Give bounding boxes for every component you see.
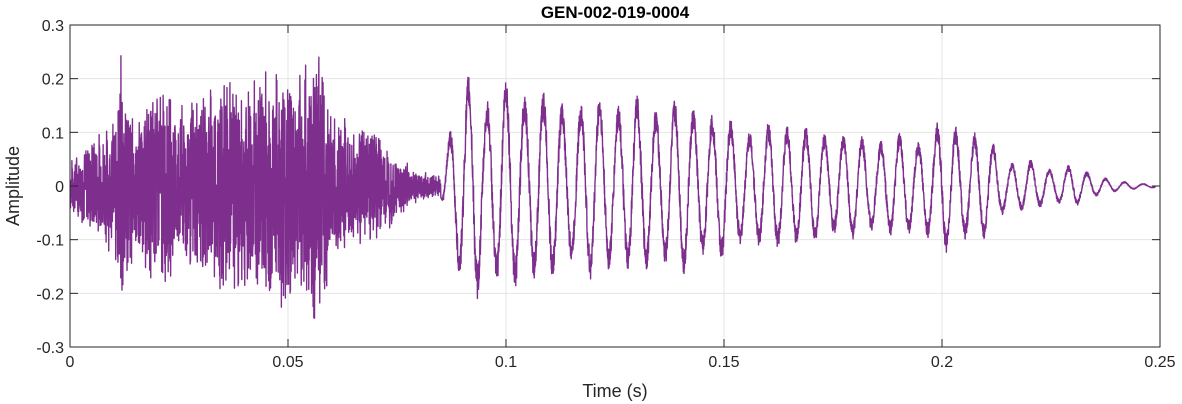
- x-tick-label: 0.05: [272, 354, 303, 371]
- y-tick-label: 0.2: [42, 72, 64, 89]
- y-tick-label: 0.1: [42, 125, 64, 142]
- y-axis-label: Amplitude: [3, 146, 23, 226]
- x-tick-label: 0: [66, 354, 75, 371]
- axis-ticks: 0 0.05 0.1 0.15 0.2 0.25 -0.3 -0.2 -0.1 0 0.1 0.2 0.…: [36, 18, 1175, 371]
- y-tick-label: -0.2: [36, 286, 64, 303]
- y-tick-label: -0.3: [36, 340, 64, 357]
- y-tick-label: 0: [55, 179, 64, 196]
- x-tick-label: 0.15: [708, 354, 739, 371]
- x-tick-label: 0.1: [495, 354, 517, 371]
- x-axis-label: Time (s): [582, 381, 647, 401]
- y-tick-label: -0.1: [36, 233, 64, 250]
- chart-title: GEN-002-019-0004: [541, 3, 690, 22]
- x-tick-label: 0.2: [931, 354, 953, 371]
- y-tick-label: 0.3: [42, 18, 64, 35]
- waveform-series-line-0: [70, 55, 1157, 319]
- plot-content: [70, 55, 1157, 319]
- x-tick-label: 0.25: [1144, 354, 1175, 371]
